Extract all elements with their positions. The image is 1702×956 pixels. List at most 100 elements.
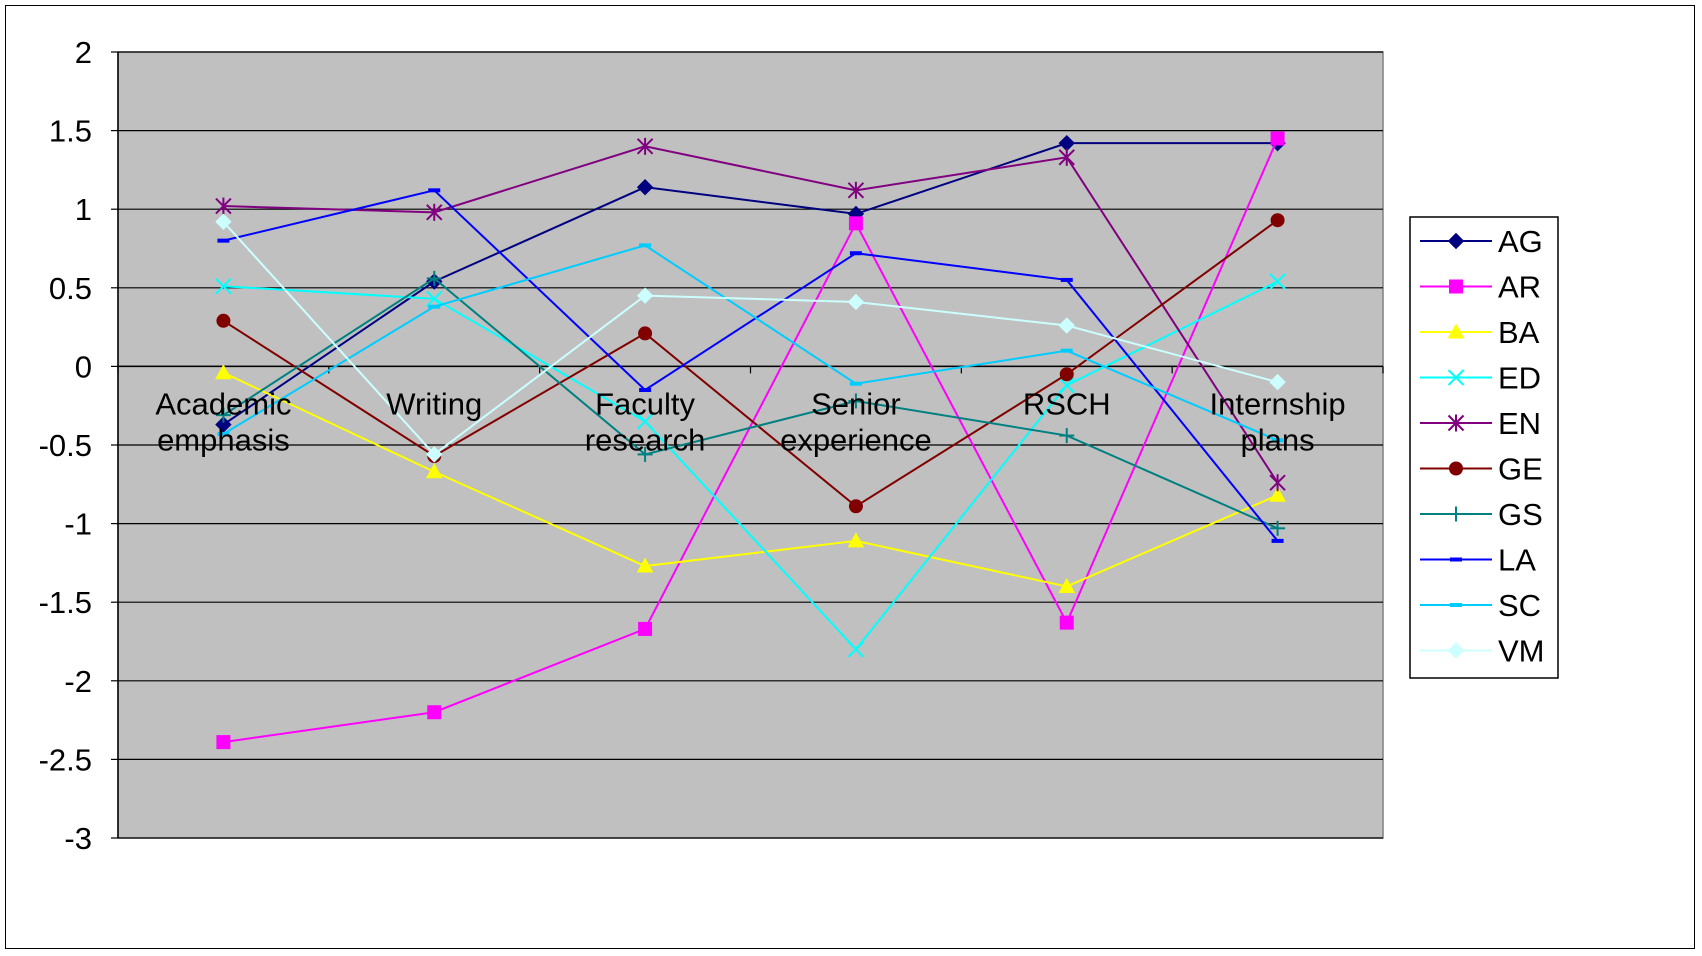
category-label: Academic emphasis <box>155 386 291 457</box>
data-point <box>1058 577 1076 593</box>
category-label-line: Senior <box>811 386 901 421</box>
x-marker-stroke <box>215 278 232 295</box>
series-line <box>222 371 1278 588</box>
legend-label: AR <box>1498 270 1541 305</box>
data-point <box>217 238 230 243</box>
legend-box <box>1409 216 1559 679</box>
y-tick-label: 0 <box>75 349 92 384</box>
series-vm <box>215 213 1286 463</box>
series-line <box>222 219 1279 508</box>
data-point <box>1269 486 1286 502</box>
y-tick-label: 0.5 <box>49 271 92 306</box>
data-point <box>847 641 865 658</box>
legend-item-la: LA <box>1420 543 1536 578</box>
category-label-line: emphasis <box>157 422 290 457</box>
data-point <box>217 431 230 436</box>
legend: AG AR BA ED EN GE GS LA SC VM <box>1409 216 1559 679</box>
data-point <box>1058 377 1075 394</box>
data-point <box>636 287 654 304</box>
series-line <box>222 221 1278 456</box>
data-point <box>636 178 654 196</box>
data-point <box>637 446 653 462</box>
data-point <box>1060 277 1073 282</box>
legend-item-gs: GS <box>1420 497 1543 532</box>
data-point <box>1270 520 1286 536</box>
data-point <box>215 213 232 230</box>
legend-item-ar: AR <box>1420 270 1541 305</box>
series-sc <box>217 243 1284 443</box>
y-tick-label: -2 <box>64 664 92 699</box>
legend-item-sc: SC <box>1420 588 1541 623</box>
data-point <box>847 532 865 548</box>
series-layer <box>215 131 1286 750</box>
legend-label: VM <box>1498 634 1545 669</box>
legend-label: BA <box>1498 315 1540 350</box>
data-point <box>639 243 652 248</box>
data-point <box>849 251 862 256</box>
legend-label: GS <box>1498 497 1543 532</box>
category-label: Internship plans <box>1210 386 1346 457</box>
data-point <box>1448 506 1464 522</box>
category-label-line: experience <box>780 422 932 457</box>
data-point <box>428 188 441 193</box>
legend-item-ge: GE <box>1420 452 1543 487</box>
series-line <box>223 189 1279 542</box>
data-point <box>638 326 653 341</box>
data-point <box>1269 273 1286 290</box>
data-point <box>849 381 862 386</box>
data-point <box>426 446 443 463</box>
data-point <box>1447 369 1465 386</box>
data-point <box>636 413 654 430</box>
data-point <box>216 735 231 750</box>
legend-label: GE <box>1498 452 1543 487</box>
category-label: RSCH <box>1023 386 1111 421</box>
series-line <box>223 138 1279 744</box>
data-point <box>638 621 653 636</box>
data-point <box>425 463 443 479</box>
category-label-line: Writing <box>386 386 482 421</box>
data-point <box>1450 603 1462 607</box>
y-tick-label: -3 <box>64 821 92 856</box>
series-line <box>223 145 1279 484</box>
data-point <box>1060 348 1073 353</box>
series-ba <box>215 364 1286 593</box>
x-marker-stroke <box>847 641 865 658</box>
series-en <box>215 137 1286 492</box>
series-ag <box>215 134 1286 433</box>
category-label: Writing <box>386 386 482 421</box>
data-point <box>848 499 863 514</box>
legend-item-vm: VM <box>1420 634 1545 669</box>
data-point <box>848 393 864 409</box>
y-tick-label: -1 <box>64 507 92 542</box>
category-label-line: Faculty <box>595 386 695 421</box>
data-point <box>426 290 443 308</box>
series-line <box>222 142 1278 426</box>
legend-label: AG <box>1498 224 1543 259</box>
legend-item-ed: ED <box>1420 361 1541 396</box>
legend-item-en: EN <box>1420 406 1541 441</box>
data-point <box>1449 279 1463 294</box>
data-point <box>1269 474 1286 492</box>
x-marker-stroke <box>1269 273 1286 290</box>
y-tick-label: -2.5 <box>39 742 92 777</box>
y-tick-label: 1 <box>75 192 92 227</box>
data-point <box>1271 538 1284 543</box>
data-point <box>639 387 652 392</box>
category-label-line: research <box>585 422 706 457</box>
data-point <box>1059 615 1074 630</box>
data-point <box>848 216 863 231</box>
data-point <box>1450 557 1462 562</box>
data-point <box>1058 317 1075 334</box>
data-point <box>1447 414 1465 432</box>
x-marker-stroke <box>426 290 443 308</box>
data-point <box>1058 148 1075 166</box>
series-line <box>222 277 1278 530</box>
series-gs <box>215 270 1286 536</box>
data-point <box>215 278 232 295</box>
y-tick-label: -1.5 <box>39 585 92 620</box>
legend-label: EN <box>1498 406 1541 441</box>
data-point <box>1059 367 1074 382</box>
category-label-line: plans <box>1241 422 1315 457</box>
data-point <box>215 197 232 215</box>
